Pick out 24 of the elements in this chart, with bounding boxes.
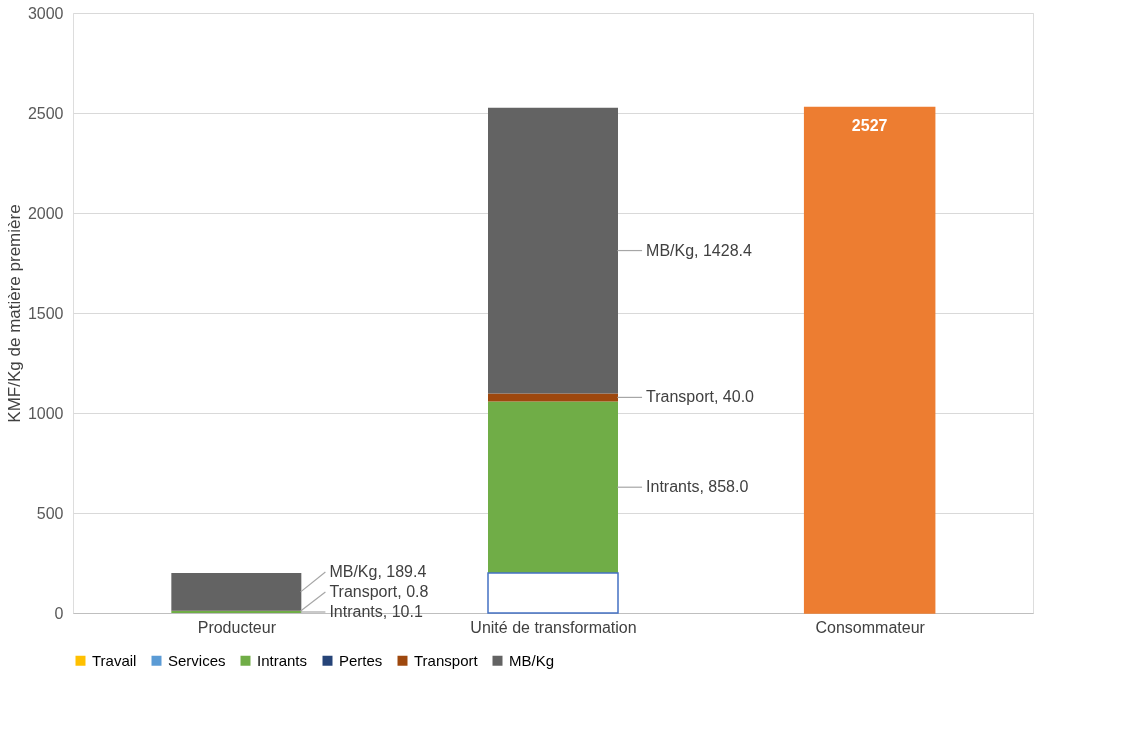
data-label: MB/Kg, 189.4 <box>329 562 427 580</box>
legend-label: MB/Kg <box>509 651 555 669</box>
data-label: Intrants, 858.0 <box>646 478 749 496</box>
y-axis-title: KMF/Kg de matière première <box>4 204 24 423</box>
x-tick-label: Consommateur <box>815 618 926 636</box>
x-tick-label: Producteur <box>197 618 277 636</box>
y-tick-label: 3000 <box>27 4 64 22</box>
legend-label: Pertes <box>339 651 383 669</box>
y-tick-label: 2500 <box>27 104 64 122</box>
y-tick-label: 0 <box>54 604 64 622</box>
y-tick-label: 2000 <box>27 204 64 222</box>
legend-label: Intrants <box>257 651 308 669</box>
legend-label: Transport <box>414 651 479 669</box>
data-label: 2527 <box>851 116 888 134</box>
y-tick-label: 500 <box>36 504 64 522</box>
data-label: Transport, 40.0 <box>646 388 755 406</box>
legend-label: Services <box>168 651 226 669</box>
legend-label: Travail <box>92 651 137 669</box>
y-tick-label: 1500 <box>27 304 64 322</box>
data-label: Transport, 0.8 <box>329 582 429 600</box>
y-tick-label: 1000 <box>27 404 64 422</box>
data-label: MB/Kg, 1428.4 <box>646 241 753 259</box>
x-tick-label: Unité de transformation <box>470 618 637 636</box>
data-label: Intrants, 10.1 <box>329 602 423 620</box>
